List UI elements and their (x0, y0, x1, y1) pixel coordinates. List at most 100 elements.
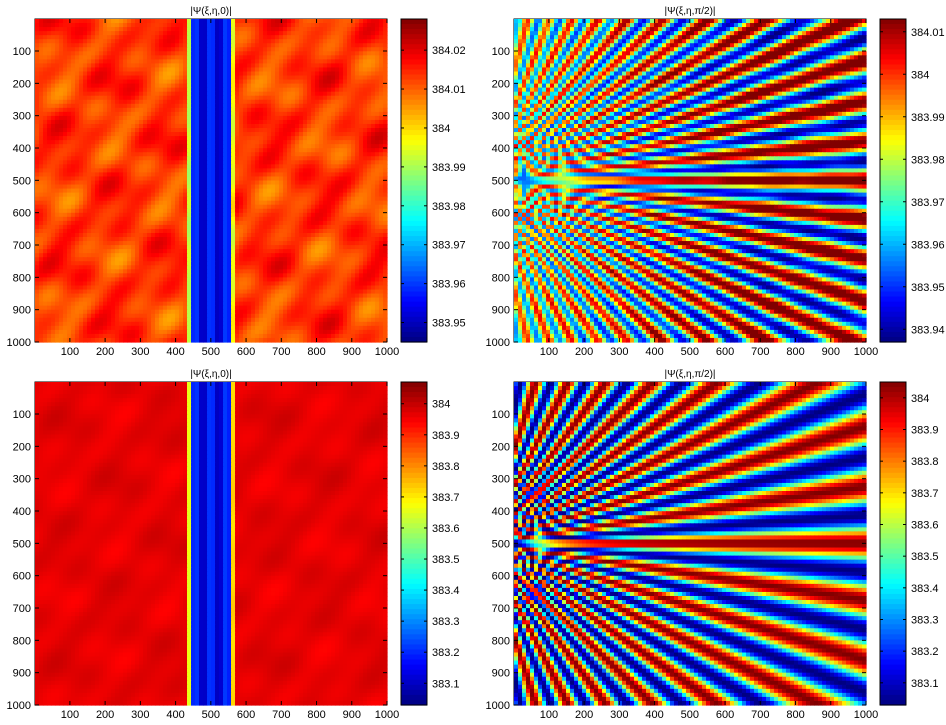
heatmap-cell (247, 108, 252, 113)
heatmap-cell (95, 132, 100, 137)
heatmap-cell (155, 63, 160, 68)
heatmap-cell (75, 164, 80, 169)
heatmap-cell (299, 213, 304, 218)
heatmap-cell (243, 176, 248, 181)
heatmap-cell (335, 80, 340, 85)
heatmap-cell (267, 245, 272, 250)
heatmap-cell (59, 116, 64, 121)
heatmap-cell (191, 80, 196, 85)
heatmap-cell (83, 144, 88, 149)
heatmap-cell (71, 43, 76, 48)
heatmap-cell (347, 221, 352, 226)
heatmap-cell (275, 176, 280, 181)
heatmap-cell (39, 108, 44, 113)
heatmap-cell (127, 237, 132, 242)
heatmap-cell (119, 168, 124, 173)
heatmap-cell (171, 209, 176, 214)
heatmap-cell (79, 47, 84, 52)
heatmap-cell (103, 116, 108, 121)
heatmap-cell (343, 209, 348, 214)
heatmap-cell (275, 205, 280, 210)
heatmap-cell (295, 92, 300, 97)
heatmap-cell (239, 168, 244, 173)
heatmap-cell (315, 100, 320, 105)
heatmap-cell (311, 76, 316, 81)
heatmap-cell (255, 71, 260, 76)
heatmap-cell (319, 43, 324, 48)
heatmap-cell (371, 132, 376, 137)
heatmap-cell (303, 128, 308, 133)
heatmap-cell (51, 71, 56, 76)
heatmap-cell (287, 136, 292, 141)
heatmap-cell (119, 164, 124, 169)
heatmap-cell (299, 31, 304, 36)
heatmap-cell (71, 213, 76, 218)
heatmap-cell (175, 152, 180, 157)
heatmap-cell (271, 144, 276, 149)
heatmap-cell (319, 120, 324, 125)
heatmap-cell (379, 164, 384, 169)
heatmap-cell (55, 19, 60, 24)
heatmap-cell (227, 156, 232, 161)
heatmap-cell (371, 148, 376, 153)
heatmap-cell (135, 67, 140, 72)
heatmap-cell (279, 23, 284, 28)
heatmap-cell (35, 185, 40, 190)
heatmap-cell (191, 156, 196, 161)
heatmap-cell (251, 136, 256, 141)
heatmap-cell (187, 59, 192, 64)
heatmap-cell (363, 205, 368, 210)
heatmap-cell (139, 31, 144, 36)
heatmap-cell (115, 156, 120, 161)
heatmap-cell (107, 51, 112, 56)
heatmap-cell (311, 136, 316, 141)
heatmap-cell (203, 201, 208, 206)
heatmap-cell (351, 164, 356, 169)
heatmap-cell (171, 193, 176, 198)
heatmap-cell (279, 59, 284, 64)
heatmap-cell (47, 221, 52, 226)
heatmap-cell (299, 35, 304, 40)
heatmap-cell (259, 100, 264, 105)
heatmap-cell (211, 67, 216, 72)
heatmap-cell (279, 156, 284, 161)
heatmap-cell (219, 47, 224, 52)
heatmap-cell (307, 63, 312, 68)
heatmap-cell (231, 63, 236, 68)
heatmap-cell (83, 237, 88, 242)
heatmap-cell (223, 156, 228, 161)
heatmap-cell (147, 205, 152, 210)
heatmap-cell (307, 35, 312, 40)
heatmap-cell (363, 120, 368, 125)
heatmap-cell (183, 19, 188, 24)
heatmap-cell (255, 19, 260, 24)
heatmap-cell (75, 209, 80, 214)
heatmap-cell (283, 181, 288, 186)
heatmap-cell (167, 108, 172, 113)
heatmap-cell (271, 116, 276, 121)
heatmap-cell (355, 39, 360, 44)
heatmap-cell (271, 156, 276, 161)
heatmap-cell (251, 193, 256, 198)
heatmap-cell (367, 213, 372, 218)
heatmap-cell (75, 201, 80, 206)
heatmap-cell (379, 193, 384, 198)
heatmap-cell (203, 229, 208, 234)
heatmap-cell (271, 172, 276, 177)
heatmap-cell (327, 23, 332, 28)
heatmap-cell (131, 43, 136, 48)
heatmap-cell (295, 221, 300, 226)
heatmap-cell (163, 108, 168, 113)
heatmap-cell (291, 92, 296, 97)
heatmap-cell (183, 96, 188, 101)
heatmap-cell (103, 176, 108, 181)
heatmap-cell (243, 168, 248, 173)
heatmap-cell (371, 233, 376, 238)
heatmap-cell (39, 189, 44, 194)
heatmap-cell (263, 55, 268, 60)
heatmap-cell (283, 88, 288, 93)
heatmap-cell (227, 197, 232, 202)
heatmap-cell (231, 128, 236, 133)
heatmap-cell (343, 43, 348, 48)
